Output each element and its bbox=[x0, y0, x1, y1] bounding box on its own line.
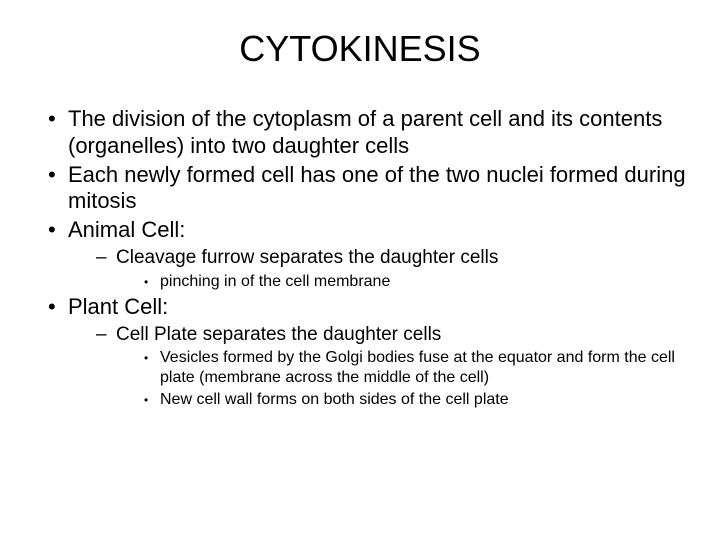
list-item: Cleavage furrow separates the daughter c… bbox=[96, 246, 690, 292]
bullet-list-level3: pinching in of the cell membrane bbox=[116, 272, 690, 292]
slide-title: CYTOKINESIS bbox=[30, 28, 690, 70]
list-item-text: Cell Plate separates the daughter cells bbox=[116, 324, 441, 345]
bullet-list-level2: Cleavage furrow separates the daughter c… bbox=[68, 246, 690, 292]
list-item: The division of the cytoplasm of a paren… bbox=[48, 106, 690, 160]
bullet-list-level3: Vesicles formed by the Golgi bodies fuse… bbox=[116, 348, 690, 410]
list-item-text: Plant Cell: bbox=[68, 294, 168, 319]
list-item-text: Animal Cell: bbox=[68, 217, 185, 242]
list-item: Each newly formed cell has one of the tw… bbox=[48, 162, 690, 216]
list-item: Plant Cell: Cell Plate separates the dau… bbox=[48, 294, 690, 411]
list-item-text: Cleavage furrow separates the daughter c… bbox=[116, 247, 498, 268]
list-item: Vesicles formed by the Golgi bodies fuse… bbox=[144, 348, 690, 388]
bullet-list-level1: The division of the cytoplasm of a paren… bbox=[30, 106, 690, 410]
list-item: pinching in of the cell membrane bbox=[144, 272, 690, 292]
list-item: New cell wall forms on both sides of the… bbox=[144, 390, 690, 410]
bullet-list-level2: Cell Plate separates the daughter cells … bbox=[68, 323, 690, 411]
list-item: Cell Plate separates the daughter cells … bbox=[96, 323, 690, 411]
list-item: Animal Cell: Cleavage furrow separates t… bbox=[48, 217, 690, 292]
